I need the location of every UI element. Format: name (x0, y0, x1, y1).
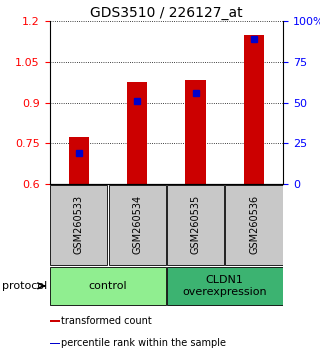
Bar (127, 82, 148, 184)
Bar (167, 185, 224, 265)
Text: percentile rank within the sample: percentile rank within the sample (61, 338, 226, 348)
Text: GSM260536: GSM260536 (249, 195, 259, 255)
Bar (225, 185, 283, 265)
Bar (167, 267, 283, 304)
Bar (50, 267, 166, 304)
Bar (68, 137, 89, 184)
Text: control: control (89, 281, 127, 291)
Text: GSM260533: GSM260533 (74, 195, 84, 255)
Bar (108, 185, 166, 265)
Bar (50, 320, 60, 321)
Title: GDS3510 / 226127_at: GDS3510 / 226127_at (90, 6, 243, 20)
Text: GSM260534: GSM260534 (132, 195, 142, 255)
Bar (244, 35, 264, 184)
Text: transformed count: transformed count (61, 315, 152, 326)
Text: GSM260535: GSM260535 (191, 195, 201, 255)
Text: CLDN1
overexpression: CLDN1 overexpression (182, 275, 267, 297)
Bar (185, 80, 206, 184)
Bar (50, 343, 60, 344)
Bar (50, 185, 108, 265)
Text: protocol: protocol (2, 281, 47, 291)
